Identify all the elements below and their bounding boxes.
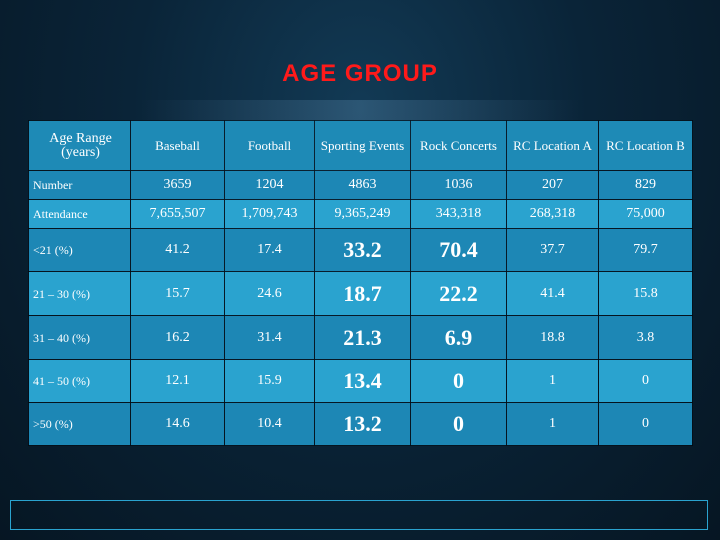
table-cell: 15.8	[598, 271, 693, 316]
table-cell: 1,709,743	[224, 199, 315, 229]
header-cell-football: Football	[224, 120, 315, 171]
table-cell: 0	[410, 359, 507, 403]
header-cell-rock-concerts: Rock Concerts	[410, 120, 507, 171]
table-row: 41 – 50 (%) 12.1 15.9 13.4 0 1 0	[28, 359, 693, 403]
table-cell: 13.4	[314, 359, 411, 403]
table-cell: 24.6	[224, 271, 315, 316]
table-cell: 0	[598, 359, 693, 403]
header-cell-baseball: Baseball	[130, 120, 225, 171]
table-cell: 1	[506, 402, 599, 446]
slide-title: AGE GROUP	[282, 60, 438, 87]
table-cell: 41.2	[130, 228, 225, 272]
table-cell: 13.2	[314, 402, 411, 446]
row-label: Number	[28, 170, 131, 200]
table-cell: 0	[598, 402, 693, 446]
table-row: Number 3659 1204 4863 1036 207 829	[28, 170, 693, 200]
table-cell: 7,655,507	[130, 199, 225, 229]
table-cell: 1204	[224, 170, 315, 200]
table-cell: 15.7	[130, 271, 225, 316]
table-cell: 9,365,249	[314, 199, 411, 229]
table-row: Attendance 7,655,507 1,709,743 9,365,249…	[28, 199, 693, 229]
table-cell: 33.2	[314, 228, 411, 272]
table-cell: 207	[506, 170, 599, 200]
header-cell-rc-location-b: RC Location B	[598, 120, 693, 171]
table-cell: 4863	[314, 170, 411, 200]
decorative-glow	[140, 100, 580, 120]
header-row: Age Range (years) Baseball Football Spor…	[28, 120, 693, 171]
table-cell: 3659	[130, 170, 225, 200]
table-cell: 37.7	[506, 228, 599, 272]
row-label: >50 (%)	[28, 402, 131, 446]
table-cell: 18.7	[314, 271, 411, 316]
footer-bar	[10, 500, 708, 530]
table-cell: 75,000	[598, 199, 693, 229]
table-cell: 70.4	[410, 228, 507, 272]
table-cell: 22.2	[410, 271, 507, 316]
table-cell: 829	[598, 170, 693, 200]
header-cell-sporting-events: Sporting Events	[314, 120, 411, 171]
table-cell: 10.4	[224, 402, 315, 446]
header-cell-rc-location-a: RC Location A	[506, 120, 599, 171]
table-row: 21 – 30 (%) 15.7 24.6 18.7 22.2 41.4 15.…	[28, 271, 693, 316]
table-cell: 31.4	[224, 315, 315, 360]
row-label: 21 – 30 (%)	[28, 271, 131, 316]
header-cell-age-range: Age Range (years)	[28, 120, 131, 171]
table-cell: 18.8	[506, 315, 599, 360]
row-label: 41 – 50 (%)	[28, 359, 131, 403]
table-cell: 3.8	[598, 315, 693, 360]
table-cell: 12.1	[130, 359, 225, 403]
row-label: 31 – 40 (%)	[28, 315, 131, 360]
age-group-table: Age Range (years) Baseball Football Spor…	[28, 120, 693, 446]
row-label: <21 (%)	[28, 228, 131, 272]
table-cell: 41.4	[506, 271, 599, 316]
table-row: 31 – 40 (%) 16.2 31.4 21.3 6.9 18.8 3.8	[28, 315, 693, 360]
table-cell: 1036	[410, 170, 507, 200]
table-row: <21 (%) 41.2 17.4 33.2 70.4 37.7 79.7	[28, 228, 693, 272]
table-cell: 6.9	[410, 315, 507, 360]
row-label: Attendance	[28, 199, 131, 229]
table-row: >50 (%) 14.6 10.4 13.2 0 1 0	[28, 402, 693, 446]
table-cell: 17.4	[224, 228, 315, 272]
table-cell: 268,318	[506, 199, 599, 229]
table-cell: 14.6	[130, 402, 225, 446]
table-cell: 16.2	[130, 315, 225, 360]
table-cell: 0	[410, 402, 507, 446]
table-cell: 79.7	[598, 228, 693, 272]
table-cell: 1	[506, 359, 599, 403]
table-cell: 21.3	[314, 315, 411, 360]
table-cell: 15.9	[224, 359, 315, 403]
table-cell: 343,318	[410, 199, 507, 229]
